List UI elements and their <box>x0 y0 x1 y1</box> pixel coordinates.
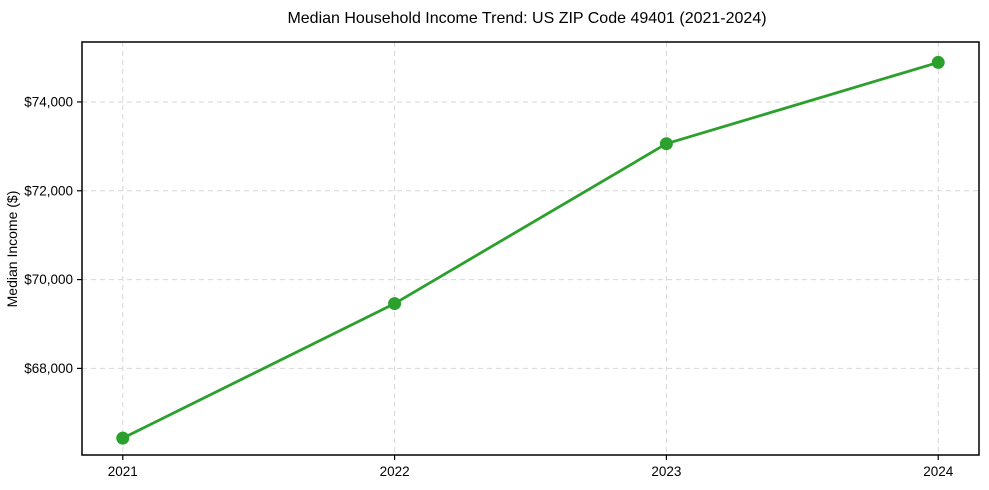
data-point-marker <box>659 137 673 151</box>
trend-line <box>121 61 940 440</box>
data-point-marker <box>388 297 402 311</box>
tick-layer: $68,000 $70,000 $72,000 $74,000 2021 2022 2023… <box>24 94 954 479</box>
y-tick-label: $68,000 <box>24 361 73 376</box>
x-tick-label: 2021 <box>108 464 138 479</box>
x-tick-label: 2024 <box>923 464 954 479</box>
y-axis-label: Median Income ($) <box>4 191 20 308</box>
plot-border <box>81 41 980 456</box>
y-tick-label: $74,000 <box>24 94 73 109</box>
grid-layer <box>82 42 979 455</box>
y-tick-label: $72,000 <box>24 183 73 198</box>
chart-title: Median Household Income Trend: US ZIP Co… <box>287 10 766 27</box>
data-point-marker <box>116 431 130 445</box>
trend-line-series <box>116 55 945 445</box>
x-tick-label: 2022 <box>380 464 410 479</box>
x-tick-label: 2023 <box>651 464 681 479</box>
y-tick-label: $70,000 <box>24 272 73 287</box>
data-point-marker <box>931 55 945 69</box>
